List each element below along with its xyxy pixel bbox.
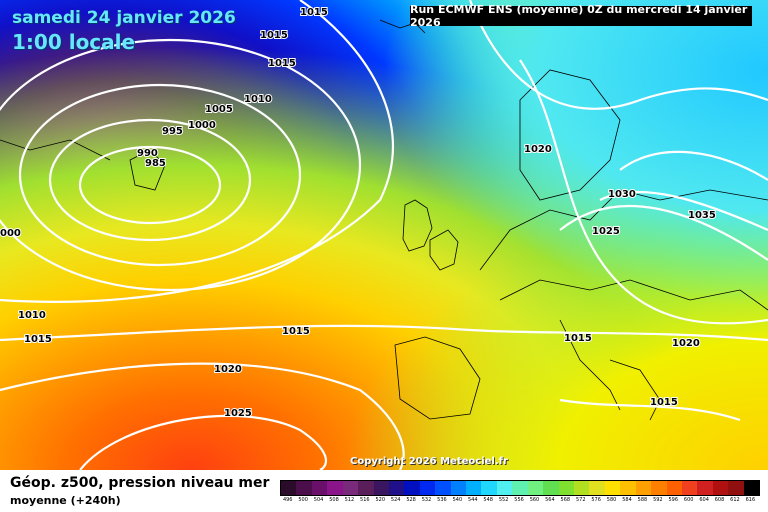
legend-swatch xyxy=(712,481,729,495)
isobar-label: 1025 xyxy=(224,408,252,419)
legend-swatch xyxy=(327,481,343,495)
legend-value: 572 xyxy=(575,497,586,503)
legend-swatch xyxy=(620,481,636,495)
legend-swatch xyxy=(558,481,575,495)
legend-swatch xyxy=(342,481,359,495)
legend-swatch xyxy=(373,481,389,495)
legend-swatch xyxy=(604,481,621,495)
legend-swatch xyxy=(388,481,405,495)
isobar-label: 990 xyxy=(137,148,158,159)
legend-swatch xyxy=(635,481,652,495)
isobar-label: 1035 xyxy=(688,210,716,221)
map-title: Géop. z500, pression niveau mer xyxy=(10,475,270,491)
isobar-label: 1010 xyxy=(244,94,272,105)
isobar-label: 1020 xyxy=(524,144,552,155)
legend-value: 612 xyxy=(730,497,740,503)
legend-swatch xyxy=(466,481,482,495)
color-legend-labels: 496 500 504 508 512 516 520 524 528 532 536 540 544 5… xyxy=(280,497,758,503)
legend-value: 500 xyxy=(298,497,308,503)
legend-swatch xyxy=(681,481,698,495)
isobar-label: 1015 xyxy=(282,326,310,337)
legend-value: 508 xyxy=(329,497,339,503)
legend-swatch xyxy=(419,481,436,495)
legend-value: 512 xyxy=(344,497,355,503)
legend-value: 548 xyxy=(483,497,493,503)
legend-value: 536 xyxy=(437,497,447,503)
legend-swatch xyxy=(543,481,559,495)
legend-swatch xyxy=(358,481,374,495)
isobar-label: 1000 xyxy=(188,120,216,131)
isobar-label: 1015 xyxy=(24,334,52,345)
legend-swatch xyxy=(651,481,667,495)
legend-value: 584 xyxy=(622,497,632,503)
legend-value: 524 xyxy=(390,497,401,503)
legend-value: 588 xyxy=(637,497,648,503)
legend-value: 496 xyxy=(282,497,293,503)
legend-value: 504 xyxy=(313,497,324,503)
legend-value: 616 xyxy=(745,497,756,503)
isobar-label: 985 xyxy=(145,158,166,169)
isobar-label: 1015 xyxy=(564,333,592,344)
isobar-label: 995 xyxy=(162,126,183,137)
legend-swatch xyxy=(697,481,713,495)
coastlines xyxy=(0,19,768,421)
legend-swatch xyxy=(512,481,528,495)
legend-swatch xyxy=(311,481,328,495)
legend-swatch xyxy=(743,481,760,495)
map-subtitle: moyenne (+240h) xyxy=(10,494,121,507)
isobar-label: 1005 xyxy=(205,104,233,115)
legend-value: 528 xyxy=(406,497,416,503)
footer: Géop. z500, pression niveau mer moyenne … xyxy=(0,470,768,512)
isobar-label: 1015 xyxy=(300,7,328,18)
isobar-labels: 1015 1015 1015 1010 1005 1000 995 990 98… xyxy=(0,6,717,420)
legend-value: 608 xyxy=(714,497,725,503)
copyright: Copyright 2026 Meteociel.fr xyxy=(350,456,508,467)
legend-value: 600 xyxy=(683,497,694,503)
legend-value: 596 xyxy=(668,497,679,503)
isobar-label: 1015 xyxy=(260,30,288,41)
legend-value: 568 xyxy=(560,497,571,503)
legend-value: 520 xyxy=(375,497,386,503)
legend-swatch xyxy=(481,481,497,495)
isobar-label: 000 xyxy=(0,228,21,239)
legend-swatch xyxy=(404,481,420,495)
legend-swatch xyxy=(281,481,297,495)
isobar-label: 1020 xyxy=(214,364,242,375)
legend-value: 560 xyxy=(529,497,540,503)
legend-value: 592 xyxy=(653,497,663,503)
legend-swatch xyxy=(450,481,467,495)
isobar-label: 1025 xyxy=(592,226,620,237)
forecast-date: samedi 24 janvier 2026 xyxy=(12,8,236,28)
legend-value: 540 xyxy=(452,497,463,503)
legend-value: 544 xyxy=(468,497,478,503)
isobar-label: 1015 xyxy=(650,397,678,408)
legend-swatch xyxy=(527,481,544,495)
legend-swatch xyxy=(496,481,513,495)
legend-value: 532 xyxy=(421,497,432,503)
forecast-time: 1:00 locale xyxy=(12,30,136,54)
legend-value: 604 xyxy=(699,497,709,503)
legend-value: 516 xyxy=(360,497,370,503)
legend-swatch xyxy=(589,481,605,495)
legend-swatch xyxy=(728,481,744,495)
legend-value: 556 xyxy=(514,497,524,503)
isobar-label: 1010 xyxy=(18,310,46,321)
legend-value: 552 xyxy=(498,497,509,503)
legend-value: 580 xyxy=(606,497,617,503)
isobar-label: 1020 xyxy=(672,338,700,349)
isobars xyxy=(0,0,768,470)
legend-swatch xyxy=(296,481,312,495)
legend-value: 576 xyxy=(591,497,601,503)
weather-map: 1015 1015 1015 1010 1005 1000 995 990 98… xyxy=(0,0,768,470)
isobar-label: 1030 xyxy=(608,189,636,200)
legend-swatch xyxy=(666,481,682,495)
run-info: Run ECMWF ENS (moyenne) 0Z du mercredi 1… xyxy=(410,3,752,29)
legend-swatch xyxy=(435,481,451,495)
color-legend xyxy=(280,480,760,496)
legend-swatch xyxy=(574,481,590,495)
legend-value: 564 xyxy=(545,497,555,503)
isobar-label: 1015 xyxy=(268,58,296,69)
